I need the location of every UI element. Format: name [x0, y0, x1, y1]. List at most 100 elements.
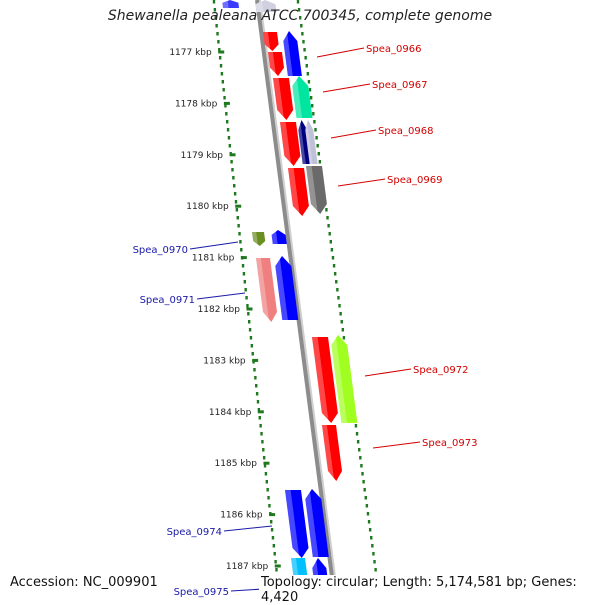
scale-dot — [242, 272, 246, 276]
gene-0966b — [283, 31, 302, 76]
outer-dot — [309, 96, 313, 100]
scale-dot — [270, 520, 273, 524]
scale-dot — [259, 424, 262, 428]
outer-dot — [327, 224, 330, 228]
scale-dot — [224, 104, 227, 108]
outer-dot — [362, 480, 365, 484]
gene-features — [222, 0, 358, 600]
gene-0967a-shade — [273, 78, 285, 120]
gene-0974a — [285, 490, 309, 558]
gene-0970a-shade — [252, 232, 258, 246]
scale-dot — [245, 296, 248, 300]
gene-0972b-body — [331, 335, 358, 423]
scale-tick — [252, 358, 259, 362]
callout-line — [196, 292, 246, 300]
outer-dot — [317, 152, 320, 156]
scale-dot — [248, 320, 251, 324]
callout-line — [372, 441, 421, 449]
outer-dot — [316, 144, 319, 148]
scale-dots — [212, 0, 381, 596]
scale-dot — [225, 112, 228, 116]
scale-dot — [233, 192, 237, 196]
outer-dot — [329, 240, 332, 244]
scale-tick — [263, 461, 270, 465]
scale-dot — [275, 568, 278, 572]
scale-dot — [274, 560, 277, 564]
scale-label: 1186 kbp — [220, 511, 263, 521]
scale-label: 1177 kbp — [169, 48, 212, 58]
gene-0966a-shade — [263, 32, 271, 51]
outer-dot — [341, 328, 345, 332]
scale-dot — [226, 128, 230, 132]
gene-0970b-shade — [271, 230, 278, 244]
scale-dot — [262, 448, 265, 452]
gene-0967b — [292, 76, 313, 118]
scale-tick — [218, 50, 225, 54]
outer-dot — [313, 120, 316, 124]
scale-dot — [222, 88, 225, 92]
gene-0973 — [322, 425, 342, 481]
outer-dot — [360, 464, 363, 468]
callout-line — [189, 241, 239, 250]
outer-dot — [342, 336, 346, 340]
gene-0966c-shade — [268, 52, 276, 76]
outer-dot — [371, 544, 374, 548]
outer-dot — [363, 488, 366, 492]
outer-dot — [367, 520, 371, 524]
scale-dot — [273, 552, 276, 556]
scale-label: 1178 kbp — [175, 99, 218, 109]
outer-dot — [315, 136, 318, 140]
gene-0971a — [256, 258, 277, 322]
scale-dot — [219, 64, 223, 68]
outer-dot — [298, 16, 302, 20]
gene-0972a-shade — [312, 337, 329, 423]
outer-dot — [365, 504, 369, 508]
backbone-line — [255, 0, 337, 600]
scale-dot — [264, 472, 268, 476]
outer-dot — [333, 272, 337, 276]
scale-dot — [247, 312, 250, 316]
callout-line — [330, 129, 377, 139]
scale-dot — [238, 232, 241, 236]
scale-dot — [267, 496, 270, 500]
gene-top-partial-2-body — [255, 0, 277, 12]
gene-0969b — [306, 166, 327, 214]
scale-label: 1182 kbp — [198, 305, 241, 315]
scale-dot — [263, 464, 267, 468]
gene-0966b-body — [283, 31, 302, 76]
scale-dot — [241, 264, 245, 268]
scale-dot — [257, 408, 261, 412]
gene-0970a-body — [252, 232, 266, 246]
scale-dot — [268, 504, 271, 508]
scale-dot — [218, 48, 221, 52]
scale-tick — [246, 307, 253, 311]
outer-dot — [330, 248, 334, 252]
outer-dot — [301, 32, 304, 36]
outer-dot — [373, 560, 376, 564]
gene-0966a-body — [263, 32, 279, 51]
gene-0966a — [263, 32, 279, 51]
outer-dot — [338, 304, 341, 308]
gene-label: Spea_0969 — [387, 175, 442, 186]
outer-dot — [354, 424, 358, 428]
scale-dot — [231, 168, 234, 172]
outer-dot — [356, 440, 360, 444]
gene-label: Spea_0973 — [422, 438, 477, 449]
gene-0968a — [280, 122, 301, 166]
outer-dot — [370, 536, 373, 540]
scale-dot — [215, 24, 218, 28]
scale-dot — [232, 176, 235, 180]
gene-0974b-body — [305, 489, 329, 557]
gene-0966c-body — [268, 52, 284, 76]
outer-dot — [328, 232, 331, 236]
outer-dot — [331, 256, 335, 260]
outer-dot — [358, 448, 361, 452]
outer-dot — [326, 216, 329, 220]
gene-0967a — [273, 78, 294, 120]
outer-dot — [300, 24, 303, 28]
scale-dot — [235, 208, 239, 212]
gene-0970b-body — [271, 230, 287, 244]
outer-dot — [307, 80, 311, 84]
gene-0970b — [271, 230, 287, 244]
